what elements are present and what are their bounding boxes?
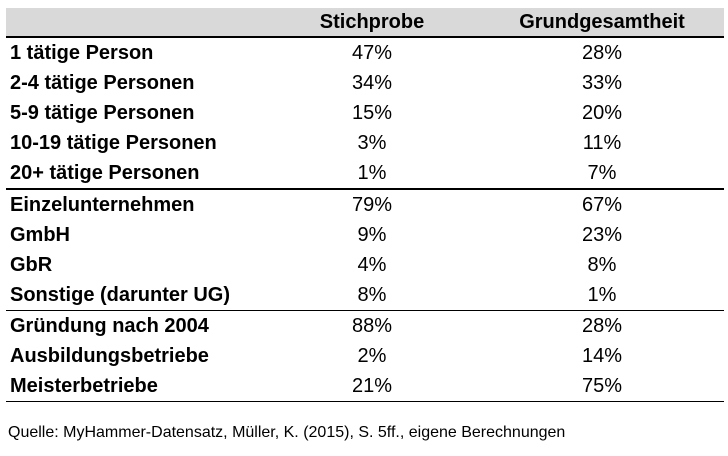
table-row: 5-9 tätige Personen 15% 20%	[6, 98, 724, 128]
table-row: Ausbildungsbetriebe 2% 14%	[6, 341, 724, 371]
population-value: 11%	[582, 132, 622, 154]
row-label: GbR	[10, 254, 53, 276]
source-note: Quelle: MyHammer-Datensatz, Müller, K. (…	[8, 424, 566, 441]
population-value: 14%	[581, 345, 623, 367]
row-label: 2-4 tätige Personen	[10, 72, 195, 94]
statistics-table: Stichprobe Grundgesamtheit 1 tätige Pers…	[6, 8, 724, 402]
sample-value: 9%	[357, 224, 387, 246]
row-label: 10-19 tätige Personen	[10, 132, 217, 154]
sample-value: 15%	[351, 102, 393, 124]
population-value: 7%	[587, 162, 617, 184]
table-bottom-border	[6, 401, 724, 402]
population-value: 20%	[581, 102, 623, 124]
row-label: Ausbildungsbetriebe	[10, 345, 209, 367]
table-row: 2-4 tätige Personen 34% 33%	[6, 68, 724, 98]
table-row: GbR 4% 8%	[6, 250, 724, 280]
sample-value: 4%	[357, 254, 387, 276]
row-label: Sonstige (darunter UG)	[10, 284, 231, 306]
sample-value: 79%	[351, 194, 393, 216]
group-divider	[6, 188, 724, 190]
table-row: 1 tätige Person 47% 28%	[6, 38, 724, 68]
population-value: 67%	[581, 194, 623, 216]
sample-value: 1%	[357, 162, 387, 184]
table-row: Gründung nach 2004 88% 28%	[6, 311, 724, 341]
row-label: Meisterbetriebe	[10, 375, 158, 397]
sample-value: 2%	[357, 345, 387, 367]
row-label: 5-9 tätige Personen	[10, 102, 195, 124]
header-divider	[6, 36, 724, 38]
population-value: 28%	[581, 315, 623, 337]
group-legal-form: Einzelunternehmen 79% 67% GmbH 9% 23% Gb…	[6, 190, 724, 310]
sample-value: 3%	[357, 132, 387, 154]
population-value: 28%	[581, 42, 623, 64]
row-label: Gründung nach 2004	[10, 315, 209, 337]
group-divider	[6, 310, 724, 311]
population-value: 75%	[581, 375, 623, 397]
population-value: 8%	[587, 254, 617, 276]
row-label: 1 tätige Person	[10, 42, 154, 64]
population-value: 1%	[587, 284, 617, 306]
sample-value: 47%	[351, 42, 393, 64]
table-row: 20+ tätige Personen 1% 7%	[6, 158, 724, 188]
row-label: GmbH	[10, 224, 70, 246]
table-row: Meisterbetriebe 21% 75%	[6, 371, 724, 401]
table-row: GmbH 9% 23%	[6, 220, 724, 250]
table-row: 10-19 tätige Personen 3% 11%	[6, 128, 724, 158]
row-label: 20+ tätige Personen	[10, 162, 200, 184]
table-row: Sonstige (darunter UG) 8% 1%	[6, 280, 724, 310]
header-stichprobe: Stichprobe	[319, 11, 425, 33]
sample-value: 88%	[351, 315, 393, 337]
header-grundgesamtheit: Grundgesamtheit	[519, 11, 685, 33]
sample-value: 8%	[357, 284, 387, 306]
table-row: Einzelunternehmen 79% 67%	[6, 190, 724, 220]
group-other: Gründung nach 2004 88% 28% Ausbildungsbe…	[6, 311, 724, 401]
population-value: 23%	[581, 224, 623, 246]
sample-value: 21%	[351, 375, 393, 397]
table-header: Stichprobe Grundgesamtheit	[6, 8, 724, 36]
sample-value: 34%	[351, 72, 393, 94]
row-label: Einzelunternehmen	[10, 194, 195, 216]
group-employees: 1 tätige Person 47% 28% 2-4 tätige Perso…	[6, 38, 724, 188]
population-value: 33%	[581, 72, 623, 94]
